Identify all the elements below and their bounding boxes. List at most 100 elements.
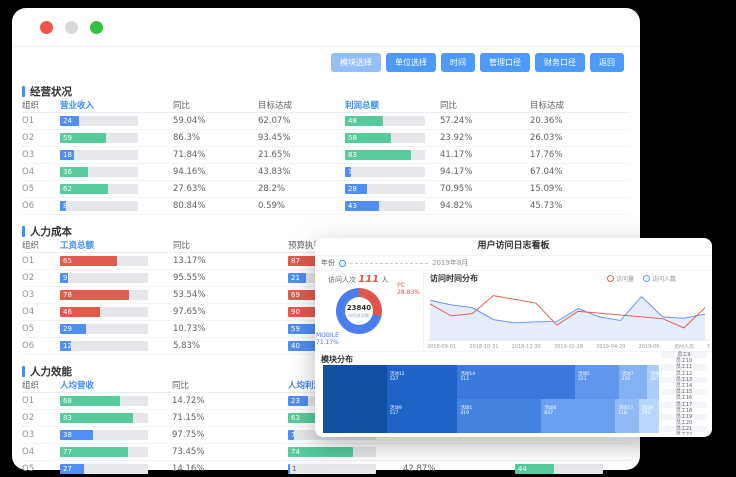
year-slider-track[interactable] bbox=[350, 262, 428, 264]
pct-cell: 94.17% bbox=[440, 167, 473, 177]
column-header-link[interactable]: 工资总额 bbox=[60, 240, 95, 251]
toolbar-button[interactable]: 时间 bbox=[441, 53, 475, 72]
bar-fill: 27 bbox=[60, 464, 84, 474]
heatmap-tile[interactable]: 活动4 293 bbox=[638, 399, 659, 433]
column-header: 组织 bbox=[22, 240, 40, 251]
table-row: O4 77 73.45% 74 bbox=[22, 444, 630, 461]
visitor-count: 访问人次 111 人 bbox=[328, 274, 388, 285]
bar-value-label: 38 bbox=[63, 431, 72, 439]
heatmap-tile[interactable]: 活动1 419 bbox=[457, 399, 542, 433]
heatmap-tile[interactable]: 活动11 207 bbox=[647, 365, 665, 399]
bar-value-label: 78 bbox=[63, 291, 72, 299]
x-axis-tick-label: 2018-12-30 bbox=[511, 344, 541, 350]
bar-fill: 7 bbox=[288, 430, 296, 440]
heatmap-tile[interactable]: 活动12 527 bbox=[386, 365, 458, 399]
visitor-list-item: 员工9 bbox=[661, 352, 707, 359]
column-header-link[interactable]: 人均利润 bbox=[288, 380, 323, 391]
heatmap-tile[interactable]: 活动9 517 bbox=[386, 399, 458, 433]
metric-bar-cell: 24 bbox=[60, 116, 173, 126]
bar-value-label: 48 bbox=[348, 117, 357, 125]
toolbar-button[interactable]: 单位选择 bbox=[386, 53, 436, 72]
heatmap-tile-label: 活动1 419 bbox=[460, 406, 473, 416]
x-axis-tick-label: 2019-06-28 bbox=[638, 344, 668, 350]
table-header-row: 组织 营业收入 同比 目标达成 利润总额 同比 目标达成 bbox=[22, 97, 630, 113]
bar-track: 36 bbox=[60, 167, 138, 177]
visitor-list-item: 员工18 bbox=[675, 407, 693, 414]
heatmap-tile[interactable]: 活动7 226 bbox=[618, 365, 648, 399]
column-header-link[interactable]: 人均营收 bbox=[60, 380, 95, 391]
close-window-button[interactable] bbox=[40, 20, 53, 34]
time-chart-legend: 访问量 访问人数 bbox=[606, 274, 676, 283]
bar-track: 7 bbox=[345, 167, 425, 177]
metric-bar-cell: 65 bbox=[60, 256, 173, 266]
bar-value-label: 7 bbox=[348, 168, 353, 176]
heatmap-tile[interactable]: 活动8 647 bbox=[541, 399, 616, 433]
pct-cell: 5.83% bbox=[173, 341, 201, 351]
section-title-accent bbox=[22, 225, 25, 237]
pct-cell: 62.07% bbox=[258, 116, 291, 126]
metric-bar-cell: 78 bbox=[60, 290, 173, 300]
pct-cell: 94.16% bbox=[173, 167, 206, 177]
heatmap-tile[interactable] bbox=[323, 365, 387, 399]
pct-cell: 95.55% bbox=[173, 273, 206, 283]
pct-cell: 42.87% bbox=[403, 464, 436, 474]
heatmap-tile-label: 活动5 221 bbox=[577, 372, 590, 382]
visitor-list-item: 员工11 bbox=[661, 364, 707, 371]
metric-bar-cell: 8 bbox=[60, 201, 173, 211]
org-cell: O5 bbox=[22, 184, 35, 194]
bar-track: 8 bbox=[60, 201, 138, 211]
bar-value-label: 8 bbox=[63, 202, 68, 210]
heatmap-tile-label: 活动14 512 bbox=[460, 372, 476, 382]
heatmap-row: 活动12 527 活动14 512 活动5 221 活动7 226 活动11 207 bbox=[323, 365, 665, 399]
heatmap-tile[interactable] bbox=[323, 399, 387, 433]
pct-cell: 45.73% bbox=[530, 201, 563, 211]
bar-value-label: 7 bbox=[291, 431, 296, 439]
bar-fill: 29 bbox=[60, 324, 86, 334]
metric-bar-cell: 36 bbox=[60, 167, 173, 177]
toolbar-button[interactable]: 模块选择 bbox=[331, 53, 381, 72]
section: 经营状况 组织 营业收入 同比 目标达成 利润总额 同比 目标达成 O1 24 59.04% 62.0… bbox=[12, 85, 640, 215]
bar-fill: 59 bbox=[288, 324, 340, 334]
bar-fill: 58 bbox=[345, 133, 392, 143]
donut-center: 23840 访问总次数 bbox=[345, 297, 373, 325]
org-cell: O3 bbox=[22, 430, 35, 440]
pct-cell: 57.24% bbox=[440, 116, 473, 126]
toolbar-button[interactable]: 财务口径 bbox=[535, 53, 585, 72]
visits-legend-icon bbox=[606, 275, 614, 282]
x-axis-tick-label: 2018-09-01 bbox=[427, 344, 457, 350]
bar-value-label: 68 bbox=[63, 397, 72, 405]
column-header: 预算执行% bbox=[288, 240, 331, 251]
visitor-list-item: 员工22 bbox=[661, 432, 707, 435]
pct-cell: 43.83% bbox=[258, 167, 291, 177]
column-header-link[interactable]: 营业收入 bbox=[60, 100, 95, 111]
heatmap-tile-label: 活动13 118 bbox=[618, 406, 634, 416]
visitor-list-item: 员工13 bbox=[661, 376, 707, 383]
column-header-link[interactable]: 利润总额 bbox=[345, 100, 380, 111]
minimize-window-button[interactable] bbox=[65, 20, 78, 34]
bar-fill: 28 bbox=[345, 184, 368, 194]
heatmap-tile[interactable]: 活动13 118 bbox=[615, 399, 639, 433]
heatmap-tile[interactable]: 活动14 512 bbox=[457, 365, 575, 399]
bar-fill: 18 bbox=[60, 150, 75, 160]
bar-fill: 12 bbox=[60, 341, 72, 351]
bar-track: 77 bbox=[60, 447, 148, 457]
panel-title: 用户访问日志看板 bbox=[315, 238, 712, 256]
donut-center-label: 访问总次数 bbox=[348, 312, 370, 318]
device-donut-panel: 访问人次 111 人 23840 访问总次数 PC 28.83% MOBILE … bbox=[315, 271, 424, 351]
org-cell: O3 bbox=[22, 290, 35, 300]
legend-item[interactable]: 访问量 bbox=[606, 274, 634, 283]
toolbar-button[interactable]: 返回 bbox=[590, 53, 624, 72]
org-cell: O6 bbox=[22, 201, 35, 211]
year-slider-handle[interactable] bbox=[339, 259, 346, 267]
bar-track: 28 bbox=[345, 184, 425, 194]
heatmap-tile-label: 活动12 527 bbox=[389, 372, 405, 382]
maximize-window-button[interactable] bbox=[90, 20, 103, 34]
bar-track: 48 bbox=[345, 116, 425, 126]
heatmap-tile[interactable]: 活动5 221 bbox=[574, 365, 619, 399]
legend-item[interactable]: 访问人数 bbox=[642, 274, 676, 283]
metric-bar-cell: 18 bbox=[60, 150, 173, 160]
bar-value-label: 69 bbox=[291, 291, 300, 299]
visitor-list-item: 员工17 bbox=[661, 401, 707, 408]
toolbar-button[interactable]: 管理口径 bbox=[480, 53, 530, 72]
